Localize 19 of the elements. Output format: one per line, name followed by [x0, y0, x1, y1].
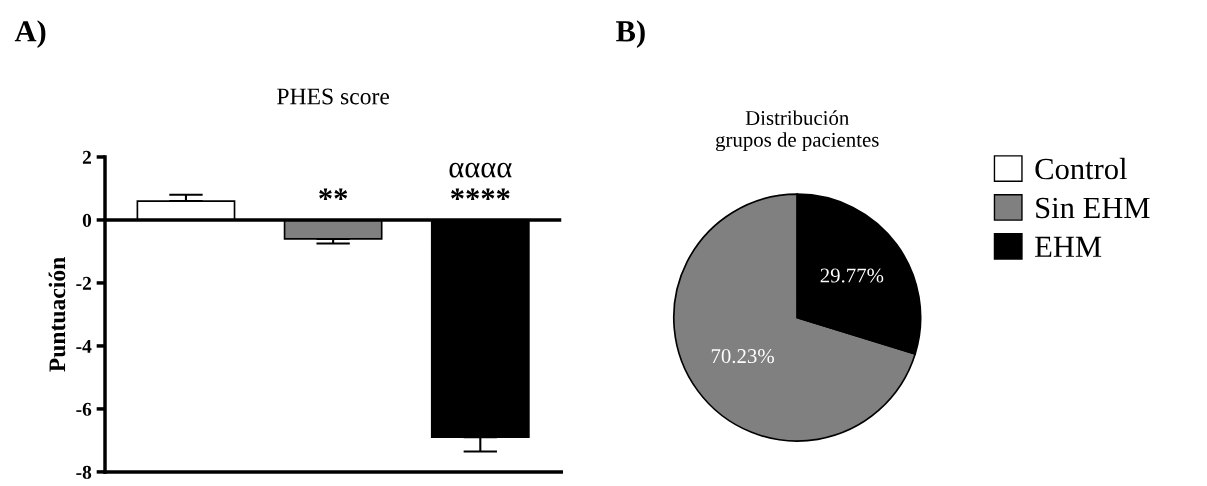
legend-label: EHM [1035, 236, 1102, 257]
legend-label: Sin EHM [1036, 197, 1150, 219]
chart-title: Distribución grupos de pacientes [715, 110, 879, 152]
y-axis-title: Puntuación [48, 257, 66, 372]
data-label: 70.23% [711, 349, 774, 364]
data-label: 29.77% [820, 268, 884, 283]
annotation: αααα [449, 162, 512, 178]
y-tick-label: -6 [76, 402, 92, 416]
text: B) [616, 20, 645, 48]
y-tick-label: 2 [82, 150, 91, 164]
text: A) [14, 20, 46, 48]
chart-title: PHES score [277, 88, 390, 105]
y-tick-label: 0 [82, 213, 92, 227]
y-tick-label: -4 [76, 339, 92, 353]
y-tick-label: -2 [76, 276, 91, 290]
annotation: **** [451, 188, 510, 201]
y-tick-label: -8 [76, 465, 92, 479]
legend-label: Control [1035, 157, 1127, 180]
annotation: ** [319, 188, 348, 201]
